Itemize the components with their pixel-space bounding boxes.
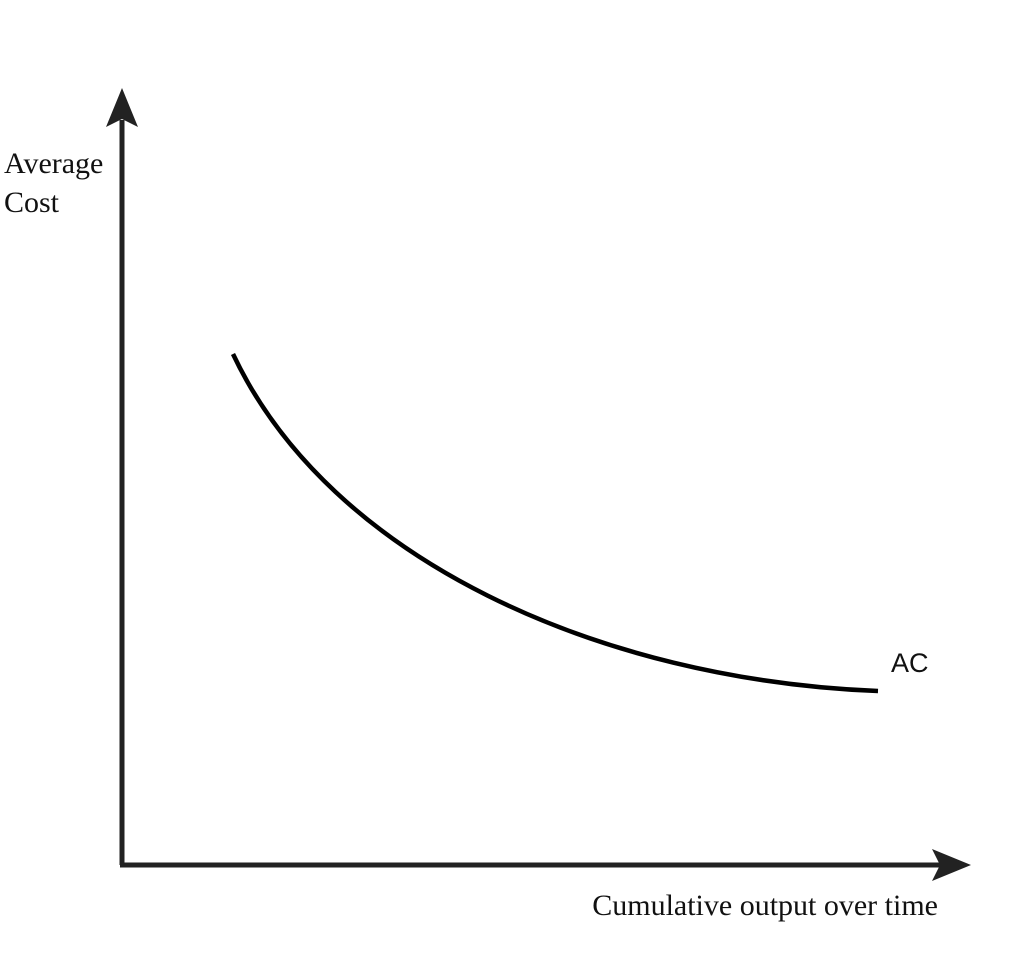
- y-axis-label: Cost: [4, 186, 60, 219]
- x-axis-label: Cumulative output over time: [592, 889, 938, 922]
- y-axis-label: Average: [4, 147, 103, 180]
- x-axis-arrow: [932, 849, 971, 881]
- ac-curve: [230, 353, 879, 694]
- curve-label: AC: [891, 648, 929, 678]
- y-axis-arrow: [106, 88, 138, 127]
